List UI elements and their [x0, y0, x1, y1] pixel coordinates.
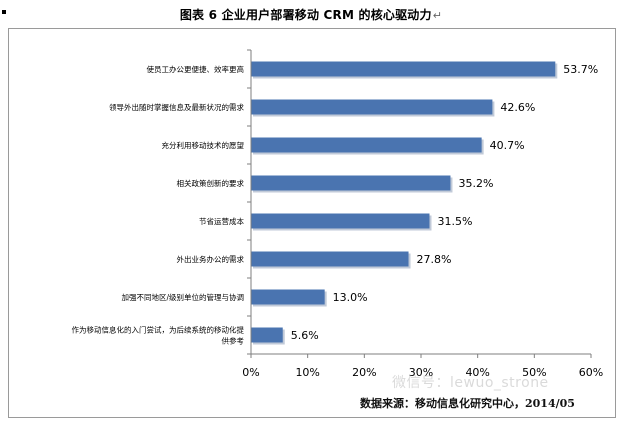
bar — [251, 61, 556, 77]
x-tick-label: 0% — [242, 366, 259, 379]
bar — [251, 289, 325, 305]
category-label: 供参考 — [222, 336, 245, 346]
data-label: 35.2% — [458, 177, 493, 190]
x-tick-label: 60% — [579, 366, 603, 379]
source-note: 数据来源：移动信息化研究中心，2014/05 — [360, 397, 575, 410]
bar — [251, 175, 451, 191]
bar — [251, 99, 493, 115]
data-label: 31.5% — [438, 215, 473, 228]
paragraph-mark: ↵ — [432, 9, 443, 22]
category-label: 相关政策创新的要求 — [177, 178, 245, 188]
bar — [251, 137, 482, 153]
category-label: 节省运营成本 — [199, 216, 244, 226]
category-label: 加强不同地区/级别单位的管理与协调 — [121, 292, 244, 302]
data-label: 53.7% — [563, 63, 598, 76]
title-bullet — [2, 10, 6, 14]
chart-title-text: 图表 6 企业用户部署移动 CRM 的核心驱动力 — [179, 8, 432, 22]
x-tick-label: 40% — [465, 366, 489, 379]
category-label: 充分利用移动技术的愿望 — [162, 140, 245, 150]
chart-title: 图表 6 企业用户部署移动 CRM 的核心驱动力↵ — [0, 6, 622, 23]
category-label: 领导外出随时掌握信息及最新状况的需求 — [109, 102, 244, 112]
bar — [251, 213, 430, 229]
data-label: 40.7% — [490, 139, 525, 152]
bar — [251, 251, 409, 267]
category-label: 使员工办公更便捷、效率更高 — [147, 64, 245, 74]
category-label: 外出业务办公的需求 — [177, 254, 245, 264]
watermark: 微信号：lewuo_strone — [392, 375, 549, 391]
data-label: 13.0% — [333, 291, 368, 304]
data-label: 27.8% — [417, 253, 452, 266]
data-label: 5.6% — [291, 329, 319, 342]
x-tick-label: 50% — [522, 366, 546, 379]
x-tick-label: 20% — [352, 366, 376, 379]
x-tick-label: 30% — [409, 366, 433, 379]
data-label: 42.6% — [500, 101, 535, 114]
x-tick-label: 10% — [295, 366, 319, 379]
category-label: 作为移动信息化的入门尝试，为后续系统的移动化提 — [72, 325, 245, 335]
bar — [251, 327, 283, 343]
